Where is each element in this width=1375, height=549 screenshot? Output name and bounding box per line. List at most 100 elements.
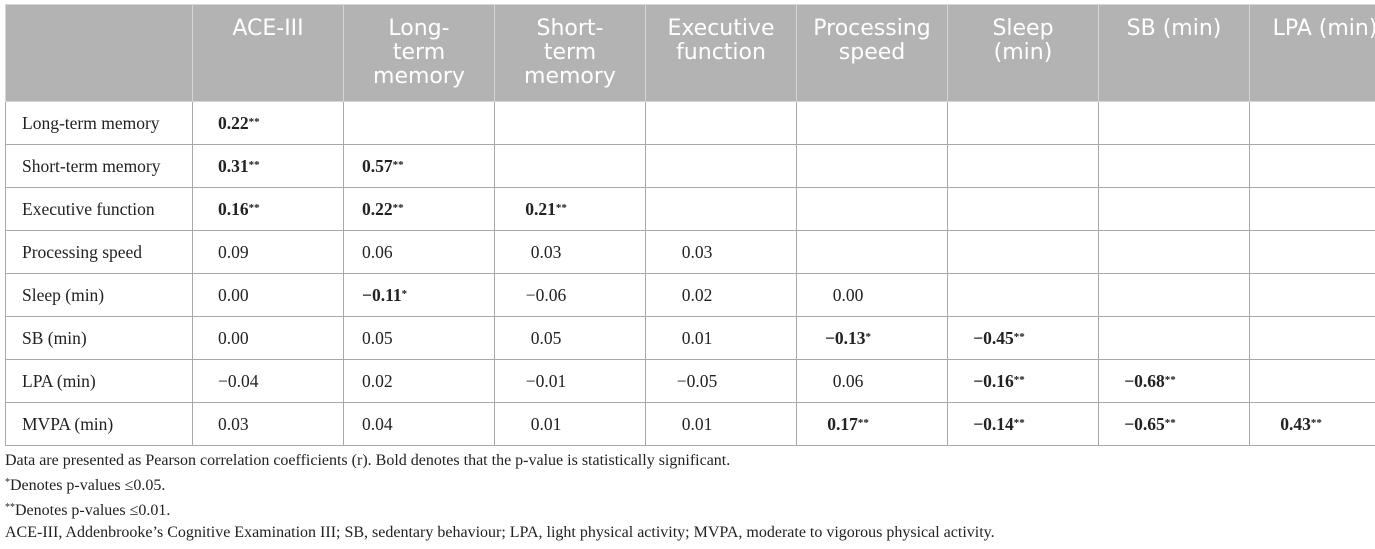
footnote-mark: * xyxy=(5,477,10,488)
cell-value: −0.01 xyxy=(525,370,567,391)
cell-value: 0.02 xyxy=(681,284,713,305)
table-footnotes: Data are presented as Pearson correlatio… xyxy=(5,450,1370,544)
table-cell: 0.06 xyxy=(343,230,495,274)
cell-value: 0.57 xyxy=(362,155,393,176)
table-cell: 0.43** xyxy=(1249,402,1375,446)
table-cell xyxy=(796,230,948,274)
table-row: Long-term memory 0.22** xyxy=(5,101,1375,145)
cell-value: 0.22 xyxy=(218,112,249,133)
table-cell: 0.00 xyxy=(192,316,344,360)
table-cell: −0.13* xyxy=(796,316,948,360)
column-header: SB (min) xyxy=(1098,4,1250,102)
table-body: Long-term memory 0.22** Short-term memory 0… xyxy=(5,101,1375,446)
footnote-mark: ** xyxy=(5,502,15,513)
cell-value: −0.14 xyxy=(973,413,1014,434)
cell-value: 0.05 xyxy=(362,327,393,348)
table-cell xyxy=(796,101,948,145)
column-header: ACE-III xyxy=(192,4,344,102)
significance-mark: * xyxy=(401,287,408,300)
table-cell: −0.11* xyxy=(343,273,495,317)
table-cell xyxy=(796,144,948,188)
table-cell xyxy=(494,144,646,188)
row-label: Processing speed xyxy=(5,230,193,274)
table-row: Processing speed 0.09 0.06 0.03 0.03 xyxy=(5,230,1375,274)
table-cell xyxy=(1098,230,1250,274)
table-cell xyxy=(645,144,797,188)
cell-value: 0.05 xyxy=(530,327,562,348)
table-cell: −0.06 xyxy=(494,273,646,317)
row-label: LPA (min) xyxy=(5,359,193,403)
table-cell xyxy=(1098,144,1250,188)
footnote-single-asterisk: *Denotes p-values ≤0.05. xyxy=(5,472,1370,497)
significance-mark: ** xyxy=(1013,330,1025,343)
row-label: MVPA (min) xyxy=(5,402,193,446)
table-cell: 0.00 xyxy=(192,273,344,317)
cell-value: 0.17 xyxy=(827,413,858,434)
table-cell xyxy=(1098,101,1250,145)
table-cell xyxy=(1249,230,1375,274)
column-header: Long-term memory xyxy=(343,4,495,102)
cell-value: 0.43 xyxy=(1280,413,1311,434)
cell-value: −0.06 xyxy=(525,284,567,305)
cell-value: −0.05 xyxy=(676,370,718,391)
cell-value: 0.00 xyxy=(832,284,864,305)
table-cell xyxy=(343,101,495,145)
table-cell: 0.05 xyxy=(494,316,646,360)
cell-value: 0.06 xyxy=(832,370,864,391)
table-cell xyxy=(645,101,797,145)
table-cell: −0.45** xyxy=(947,316,1099,360)
table-cell: −0.04 xyxy=(192,359,344,403)
table-cell xyxy=(1098,316,1250,360)
table-cell: −0.68** xyxy=(1098,359,1250,403)
significance-mark: * xyxy=(865,330,872,343)
table-cell xyxy=(1249,144,1375,188)
significance-mark: ** xyxy=(555,201,567,214)
table-cell: −0.05 xyxy=(645,359,797,403)
table-row: LPA (min) −0.04 0.02 −0.01 −0.05 0.06 −0.16** −… xyxy=(5,359,1375,403)
table-cell: 0.22** xyxy=(343,187,495,231)
cell-value: 0.31 xyxy=(218,155,249,176)
cell-value: 0.03 xyxy=(218,413,249,434)
table-cell: 0.06 xyxy=(796,359,948,403)
footnote-double-asterisk: **Denotes p-values ≤0.01. xyxy=(5,497,1370,522)
significance-mark: ** xyxy=(857,416,869,429)
row-label: Long-term memory xyxy=(5,101,193,145)
table-cell: −0.14** xyxy=(947,402,1099,446)
cell-value: −0.68 xyxy=(1124,370,1165,391)
column-header: Short-term memory xyxy=(494,4,646,102)
cell-value: 0.16 xyxy=(218,198,249,219)
correlation-table: ACE-III Long-term memory Short-term memory Ex… xyxy=(5,4,1375,446)
table-row: Short-term memory 0.31** 0.57** xyxy=(5,144,1375,188)
footnote-abbreviations: ACE-III, Addenbrooke’s Cognitive Examina… xyxy=(5,524,995,541)
cell-value: −0.16 xyxy=(973,370,1014,391)
header-row: ACE-III Long-term memory Short-term memory Ex… xyxy=(5,4,1375,102)
cell-value: 0.01 xyxy=(681,413,713,434)
cell-value: −0.13 xyxy=(824,327,866,348)
significance-mark: ** xyxy=(1013,416,1025,429)
cell-value: 0.21 xyxy=(525,198,556,219)
table-cell: 0.21** xyxy=(494,187,646,231)
table-cell: 0.02 xyxy=(645,273,797,317)
cell-value: 0.01 xyxy=(530,413,562,434)
column-header: Sleep (min) xyxy=(947,4,1099,102)
significance-mark: ** xyxy=(1310,416,1322,429)
cell-value: 0.03 xyxy=(681,241,713,262)
table-cell xyxy=(1249,101,1375,145)
table-cell: 0.05 xyxy=(343,316,495,360)
table-cell: 0.01 xyxy=(645,316,797,360)
cell-value: −0.04 xyxy=(218,370,259,391)
row-label: Sleep (min) xyxy=(5,273,193,317)
significance-mark: ** xyxy=(248,115,260,128)
table-row: MVPA (min) 0.03 0.04 0.01 0.01 0.17** −0.14** −… xyxy=(5,402,1375,446)
row-label: SB (min) xyxy=(5,316,193,360)
table-cell: 0.17** xyxy=(796,402,948,446)
table-cell: 0.57** xyxy=(343,144,495,188)
significance-mark: ** xyxy=(248,201,260,214)
table-cell: 0.00 xyxy=(796,273,948,317)
table-cell: 0.16** xyxy=(192,187,344,231)
cell-value: 0.03 xyxy=(530,241,562,262)
table-cell xyxy=(796,187,948,231)
column-header: LPA (min) xyxy=(1249,4,1375,102)
cell-value: 0.04 xyxy=(362,413,393,434)
table-cell xyxy=(1098,273,1250,317)
